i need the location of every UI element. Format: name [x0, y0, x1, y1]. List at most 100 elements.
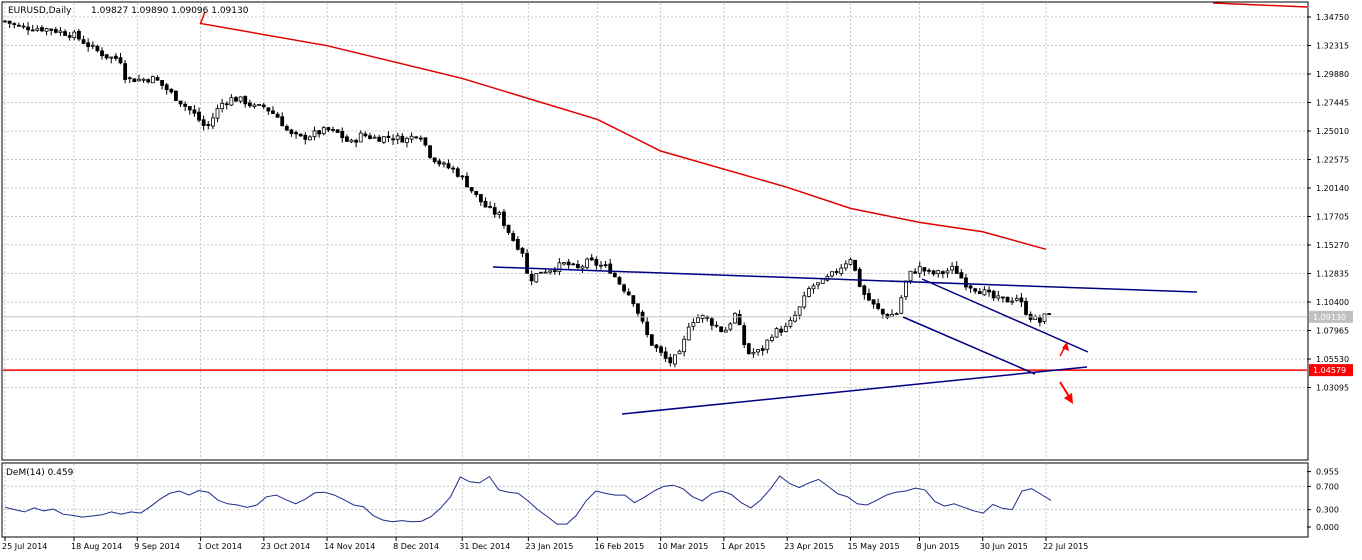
candle-bear: [26, 26, 31, 31]
candle-bull: [150, 76, 155, 84]
candle-bear: [414, 136, 419, 139]
candle-bull: [257, 104, 262, 106]
price-tick-label: 1.12835: [1316, 270, 1349, 279]
candle-bear: [603, 264, 608, 267]
candle-bear: [529, 274, 534, 282]
candle-bull: [1010, 300, 1015, 303]
candle-bear: [506, 224, 511, 233]
candle-bull: [405, 137, 409, 143]
candle-bear: [520, 247, 525, 254]
candle-bear: [460, 175, 465, 178]
candle-bear: [271, 110, 275, 114]
candle-bear: [275, 113, 280, 118]
candle-bear: [571, 263, 576, 266]
candle-bull: [534, 272, 539, 283]
candle-bear: [987, 289, 991, 293]
time-tick-label: 14 Nov 2014: [324, 542, 375, 551]
candle-bear: [386, 135, 391, 138]
candle-bear: [7, 20, 12, 24]
candle-bear: [187, 106, 192, 111]
candle-bull: [220, 103, 225, 110]
candle-bull: [677, 350, 682, 355]
candle-bear: [261, 104, 266, 108]
candle-bear: [423, 137, 428, 146]
candle-bull: [996, 295, 1001, 299]
candle-bull: [756, 349, 760, 353]
candle-bear: [86, 42, 91, 48]
candle-bull: [936, 270, 941, 275]
candle-bull: [308, 136, 312, 141]
candle-bear: [488, 205, 493, 208]
price-tick-label: 1.05530: [1316, 355, 1349, 364]
candle-bull: [839, 267, 844, 274]
candle-bear: [668, 357, 673, 364]
time-tick-label: 10 Mar 2015: [658, 542, 709, 551]
candle-bear: [566, 261, 571, 266]
candle-bear: [779, 328, 784, 333]
candle-bear: [719, 326, 723, 332]
dem-tick-label: 0.700: [1316, 482, 1339, 491]
arrow-up-head: [1062, 342, 1069, 351]
support-price-label: 1.04579: [1313, 366, 1346, 375]
candle-bear: [354, 140, 359, 143]
time-tick-label: 1 Apr 2015: [721, 542, 765, 551]
candle-bear: [709, 318, 714, 326]
candle-bear: [469, 187, 474, 192]
candle-bear: [12, 23, 17, 25]
candle-bear: [853, 259, 857, 271]
candle-bear: [284, 125, 289, 131]
candle-bear: [174, 90, 178, 101]
price-axis: 1.34750 1.32315 1.29880 1.27445 1.25010 1.225…: [1307, 13, 1349, 393]
candle-bear: [714, 324, 719, 327]
candle-bear: [40, 27, 44, 32]
candle-bull: [830, 271, 834, 277]
candle-bear: [525, 253, 529, 274]
candle-bear: [483, 200, 488, 208]
candle-bear: [575, 263, 580, 268]
candle-bear: [446, 163, 451, 169]
candle-bull: [312, 130, 317, 137]
candle-bull: [806, 288, 811, 297]
candle-bear: [871, 299, 876, 305]
candle-bear: [663, 351, 668, 359]
candle-bear: [331, 128, 335, 131]
candle-bear: [867, 293, 871, 301]
candle-bear: [589, 257, 594, 261]
candle-bear: [617, 276, 622, 285]
candle-bull: [127, 77, 132, 80]
candle-bull: [548, 270, 553, 273]
candle-bear: [67, 35, 72, 38]
candle-bull: [802, 295, 807, 308]
candle-bear: [1005, 296, 1010, 303]
time-tick-label: 23 Jan 2015: [525, 542, 573, 551]
candle-bull: [816, 282, 821, 286]
candle-bear: [3, 20, 7, 23]
candle-bull: [358, 132, 363, 143]
candle-bear: [973, 288, 978, 292]
time-tick-label: 31 Dec 2014: [459, 542, 510, 551]
candle-bear: [834, 271, 839, 273]
candle-bull: [848, 259, 853, 265]
candle-bull: [728, 323, 733, 330]
candle-bear: [340, 131, 345, 139]
candle-bull: [210, 117, 215, 127]
candle-bear: [428, 145, 432, 158]
price-tick-label: 1.25010: [1316, 127, 1349, 136]
candle-bear: [940, 271, 945, 275]
candle-bear: [594, 259, 599, 266]
candle-bull: [1014, 298, 1019, 301]
candle-bear: [857, 268, 862, 287]
candle-bull: [90, 44, 95, 47]
candle-bull: [682, 338, 687, 353]
candle-bear: [626, 291, 631, 296]
candle-bear: [968, 285, 973, 289]
candle-bear: [1037, 317, 1042, 323]
candle-bear: [132, 78, 137, 83]
time-tick-label: 8 Jun 2015: [916, 542, 959, 551]
candle-bear: [478, 194, 483, 203]
candle-bull: [372, 136, 377, 139]
candle-bear: [368, 135, 372, 139]
candle-bull: [599, 264, 603, 267]
candle-bull: [1042, 313, 1047, 322]
arrow-down-head: [1064, 393, 1073, 404]
